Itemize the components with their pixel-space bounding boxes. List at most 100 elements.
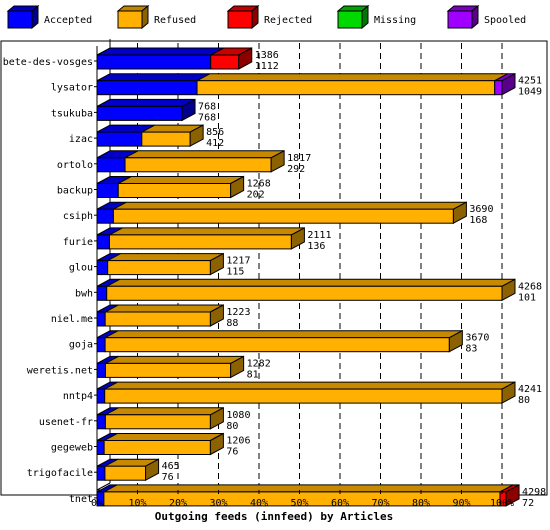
bar-segment — [96, 131, 143, 147]
category-label: trigofacile — [27, 468, 93, 479]
category-label: tsukuba — [51, 108, 93, 119]
bar-segment — [108, 234, 292, 250]
bar-segment-side — [452, 201, 467, 225]
bar-segment — [96, 105, 183, 121]
bar-segment — [104, 362, 232, 378]
chart-title: Outgoing feeds (innfeed) by Articles — [155, 510, 393, 523]
category-label: weretis.net — [27, 365, 93, 376]
x-tick-label: 70% — [371, 498, 389, 509]
bar-segment-side — [209, 406, 224, 430]
value-label-total: 1217 — [226, 256, 250, 267]
bar-segment-side — [209, 304, 224, 327]
bar-group — [96, 329, 463, 353]
bar-segment — [104, 311, 211, 327]
bar-segment-top — [118, 176, 244, 184]
value-label-total: 1206 — [226, 436, 250, 447]
bar-segment — [96, 157, 126, 173]
bar-group — [96, 484, 520, 507]
value-label-accepted: 768 — [198, 112, 216, 123]
bar-group — [96, 406, 224, 430]
bar-group — [96, 72, 516, 96]
bar-group — [96, 149, 285, 173]
value-label-accepted: 81 — [247, 369, 259, 380]
value-label-total: 1817 — [287, 153, 311, 164]
floor-diagonal — [96, 482, 111, 491]
value-label-accepted: 168 — [469, 215, 487, 226]
bar-segment — [106, 285, 503, 301]
bar-group — [96, 47, 253, 70]
value-label-accepted: 1112 — [255, 61, 279, 72]
x-tick-label: 30% — [209, 498, 227, 509]
bar-segment — [494, 80, 503, 96]
bar-segment — [141, 131, 191, 147]
x-tick-label: 50% — [290, 498, 308, 509]
bar-group — [96, 201, 467, 225]
legend-label: Accepted — [44, 15, 92, 26]
value-label-total: 768 — [198, 101, 216, 112]
legend-swatch — [117, 10, 143, 29]
bar-segment — [104, 337, 450, 353]
bar-group — [96, 355, 245, 379]
value-label-total: 1386 — [255, 50, 279, 61]
value-label-total: 4241 — [518, 384, 542, 395]
legend-label: Rejected — [264, 15, 312, 26]
bar-segment-top — [103, 433, 224, 441]
value-label-total: 4268 — [518, 281, 542, 292]
bar-segment-side — [209, 432, 224, 456]
bar-segment-side — [270, 149, 285, 173]
bar-group — [96, 304, 224, 327]
bar-segment-side — [230, 175, 245, 199]
x-tick-label: 0% — [91, 498, 103, 509]
category-label: csiph — [63, 211, 93, 222]
bar-segment-top — [105, 407, 224, 416]
category-label: niel.me — [51, 314, 93, 325]
bar-segment-top — [96, 47, 224, 56]
value-label-total: 3690 — [469, 204, 493, 215]
bar-segment — [96, 362, 106, 378]
category-label: nntp4 — [63, 391, 93, 402]
bar-segment-top — [104, 330, 463, 339]
bar-segment — [117, 183, 232, 198]
bar-segment — [96, 414, 106, 430]
category-label: glou — [69, 263, 93, 274]
bar-segment-side — [501, 72, 516, 96]
x-axis: 0% 10% 20% 30% 40% 50% 60% 70% 80% 90% 100% — [91, 490, 514, 509]
category-label: lysator — [51, 83, 93, 94]
bar-segment — [103, 440, 211, 455]
bar-segment-top — [196, 73, 508, 82]
bar-segment-top — [109, 227, 305, 236]
bar-segment — [112, 208, 454, 224]
category-label: bete-des-vosges — [3, 57, 93, 68]
bar-segment-side — [290, 227, 305, 250]
category-label: backup — [57, 186, 93, 197]
bar-segment-top — [104, 381, 516, 390]
x-tick-label: 20% — [169, 498, 187, 509]
x-tick-label: 10% — [128, 498, 146, 509]
category-labels: bete-des-vosges lysator tsukuba izac ortolo b… — [3, 57, 97, 505]
category-label: goja — [69, 340, 93, 351]
value-label-accepted: 83 — [465, 344, 477, 355]
bar-segment-top — [107, 253, 224, 262]
bar-segment — [96, 285, 108, 301]
x-tick-label: 60% — [331, 498, 349, 509]
legend-label: Missing — [374, 15, 416, 26]
bar-group — [96, 227, 305, 250]
bar-group — [96, 175, 245, 199]
bar-segment — [104, 465, 147, 481]
value-label-accepted: 115 — [226, 267, 244, 278]
bar-group — [96, 381, 516, 404]
legend-label: Spooled — [484, 15, 526, 26]
bar-segment — [96, 311, 106, 327]
bar-segment — [96, 234, 110, 250]
bar-segment-top — [124, 150, 285, 159]
x-tick-label: 100% — [490, 498, 514, 509]
bar-segment-side — [238, 47, 253, 70]
value-label-total: 1268 — [247, 179, 271, 190]
bar-group — [96, 278, 516, 302]
category-label: bwh — [75, 288, 93, 299]
bar-segment-top — [103, 484, 514, 493]
bar-segment — [210, 54, 240, 70]
bar-segment — [96, 337, 106, 353]
value-label-accepted: 80 — [226, 421, 238, 432]
